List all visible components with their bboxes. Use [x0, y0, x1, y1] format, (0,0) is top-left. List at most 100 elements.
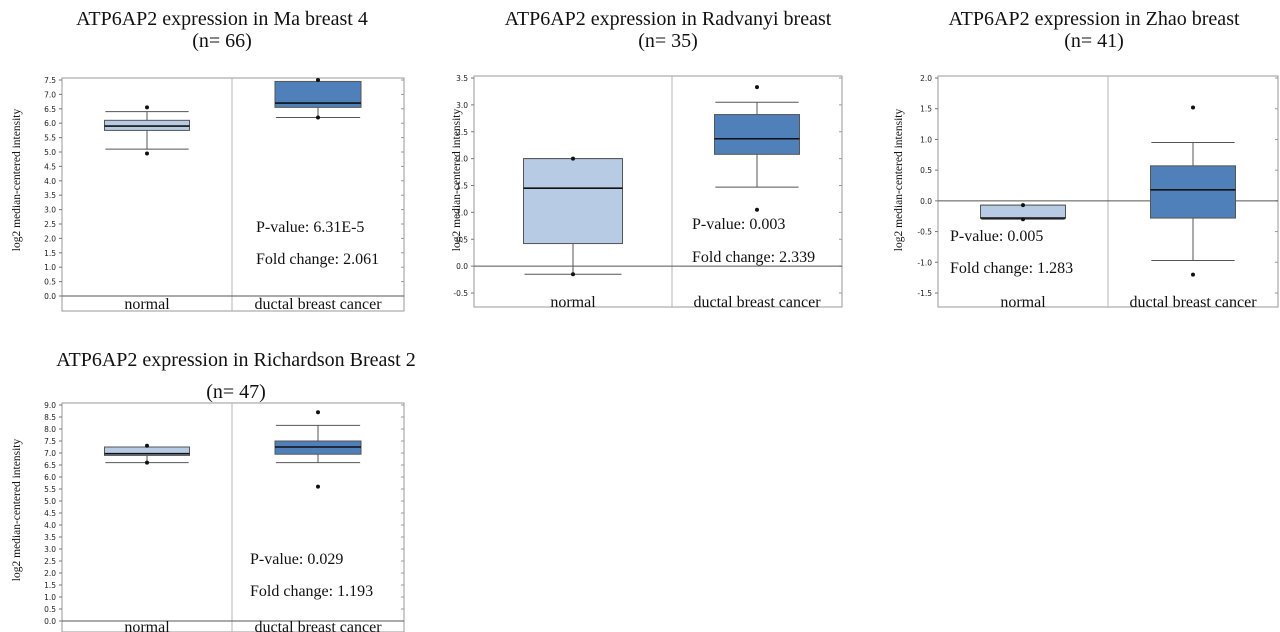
p-value-annotation: P-value: 0.029 — [250, 551, 343, 568]
y-tick-label: 0.0 — [44, 617, 56, 626]
y-tick-label: 4.0 — [44, 177, 56, 186]
category-label: ductal breast cancer — [693, 294, 821, 311]
y-tick-label: 3.0 — [44, 206, 56, 215]
chart-subtitle: (n= 66) — [192, 30, 252, 52]
outlier-point — [755, 85, 759, 90]
y-tick-label: 0.0 — [456, 262, 468, 271]
outlier-point — [145, 105, 149, 110]
y-tick-label: 1.5 — [44, 581, 56, 590]
y-tick-label: 6.5 — [44, 105, 56, 114]
y-tick-label: 3.5 — [44, 191, 56, 200]
y-tick-label: 1.0 — [456, 208, 468, 217]
box-normal — [523, 156, 623, 277]
box-normal — [980, 203, 1066, 222]
box-normal — [104, 105, 190, 156]
y-tick-label: 7.5 — [44, 76, 56, 85]
y-tick-label: 2.0 — [44, 569, 56, 578]
category-label: normal — [550, 294, 596, 311]
y-tick-label: 2.0 — [44, 234, 56, 243]
y-tick-label: -0.5 — [453, 289, 468, 298]
chart-panel-4: ATP6AP2 expression in Richardson Breast … — [11, 349, 416, 632]
y-axis-label: log2 median-centered intensity — [451, 109, 463, 252]
y-axis-label: log2 median-centered intensity — [893, 109, 905, 252]
chart-title: ATP6AP2 expression in Ma breast 4 — [76, 8, 368, 30]
y-tick-label: 3.0 — [456, 101, 468, 110]
y-tick-label: -1.5 — [917, 289, 932, 298]
y-tick-label: 2.5 — [44, 220, 56, 229]
category-label: ductal breast cancer — [254, 619, 382, 632]
y-tick-label: 0.5 — [456, 235, 468, 244]
y-tick-label: 1.5 — [456, 182, 468, 191]
plot-frame — [473, 75, 843, 308]
y-tick-label: 4.5 — [44, 509, 56, 518]
y-tick-label: 7.0 — [44, 90, 56, 99]
p-value-annotation: P-value: 0.003 — [692, 216, 785, 233]
fold-change-annotation: Fold change: 1.193 — [250, 583, 373, 600]
y-tick-label: 5.0 — [44, 497, 56, 506]
y-tick-label: 1.5 — [920, 105, 932, 114]
y-tick-label: 1.0 — [44, 263, 56, 272]
chart-title: ATP6AP2 expression in Zhao breast — [948, 8, 1240, 30]
box-cancer — [714, 85, 800, 212]
y-tick-label: -1.0 — [917, 258, 932, 267]
y-tick-label: 4.5 — [44, 162, 56, 171]
y-tick-label: 7.0 — [44, 449, 56, 458]
chart-panel-1: ATP6AP2 expression in Ma breast 4(n= 66)… — [11, 8, 405, 313]
y-tick-label: 5.5 — [44, 485, 56, 494]
outlier-point — [316, 115, 320, 120]
y-tick-label: 3.5 — [44, 533, 56, 542]
y-tick-label: 4.0 — [44, 521, 56, 530]
plot-frame — [61, 77, 405, 312]
y-tick-label: 2.5 — [44, 557, 56, 566]
chart-title: ATP6AP2 expression in Radvanyi breast — [505, 8, 832, 30]
outlier-point — [571, 156, 575, 161]
outlier-point — [755, 207, 759, 212]
fold-change-annotation: Fold change: 2.061 — [256, 251, 379, 268]
y-tick-label: 2.5 — [456, 128, 468, 137]
outlier-point — [316, 484, 320, 489]
y-tick-label: 1.0 — [44, 593, 56, 602]
fold-change-annotation: Fold change: 1.283 — [950, 260, 1073, 277]
y-tick-label: 7.5 — [44, 437, 56, 446]
outlier-point — [571, 272, 575, 277]
outlier-point — [1191, 272, 1195, 277]
outlier-point — [145, 460, 149, 465]
y-tick-label: 1.0 — [920, 135, 932, 144]
box-cancer — [274, 410, 362, 489]
chart-subtitle: (n= 47) — [206, 381, 266, 403]
box-cancer — [1150, 105, 1236, 277]
outlier-point — [1021, 217, 1025, 222]
y-tick-label: 6.0 — [44, 473, 56, 482]
iqr-box — [1150, 165, 1236, 219]
chart-panel-3: ATP6AP2 expression in Zhao breast(n= 41)… — [893, 8, 1279, 311]
y-tick-label: 6.5 — [44, 461, 56, 470]
outlier-point — [145, 151, 149, 156]
chart-panel-2: ATP6AP2 expression in Radvanyi breast(n=… — [451, 8, 843, 311]
p-value-annotation: P-value: 0.005 — [950, 228, 1043, 245]
category-label: ductal breast cancer — [1129, 294, 1257, 311]
y-tick-label: 0.5 — [44, 278, 56, 287]
y-tick-label: 5.5 — [44, 134, 56, 143]
p-value-annotation: P-value: 6.31E-5 — [256, 219, 364, 236]
y-tick-label: 0.5 — [44, 605, 56, 614]
y-tick-label: 9.0 — [44, 401, 56, 410]
y-tick-label: 2.0 — [456, 155, 468, 164]
y-tick-label: 8.0 — [44, 425, 56, 434]
box-cancer — [274, 78, 362, 120]
y-tick-label: 0.0 — [920, 197, 932, 206]
iqr-box — [523, 158, 623, 245]
box-normal — [104, 443, 190, 465]
y-tick-label: 8.5 — [44, 413, 56, 422]
chart-subtitle: (n= 35) — [638, 30, 698, 52]
y-tick-label: 0.5 — [920, 166, 932, 175]
chart-title: ATP6AP2 expression in Richardson Breast … — [56, 349, 415, 371]
y-tick-label: 3.0 — [44, 545, 56, 554]
fold-change-annotation: Fold change: 2.339 — [692, 249, 815, 266]
category-label: normal — [124, 619, 170, 632]
y-axis-label: log2 median-centered intensity — [11, 439, 23, 582]
y-tick-label: 3.5 — [456, 74, 468, 83]
outlier-point — [1021, 203, 1025, 208]
y-axis-label: log2 median-centered intensity — [11, 109, 23, 252]
y-tick-label: 6.0 — [44, 119, 56, 128]
